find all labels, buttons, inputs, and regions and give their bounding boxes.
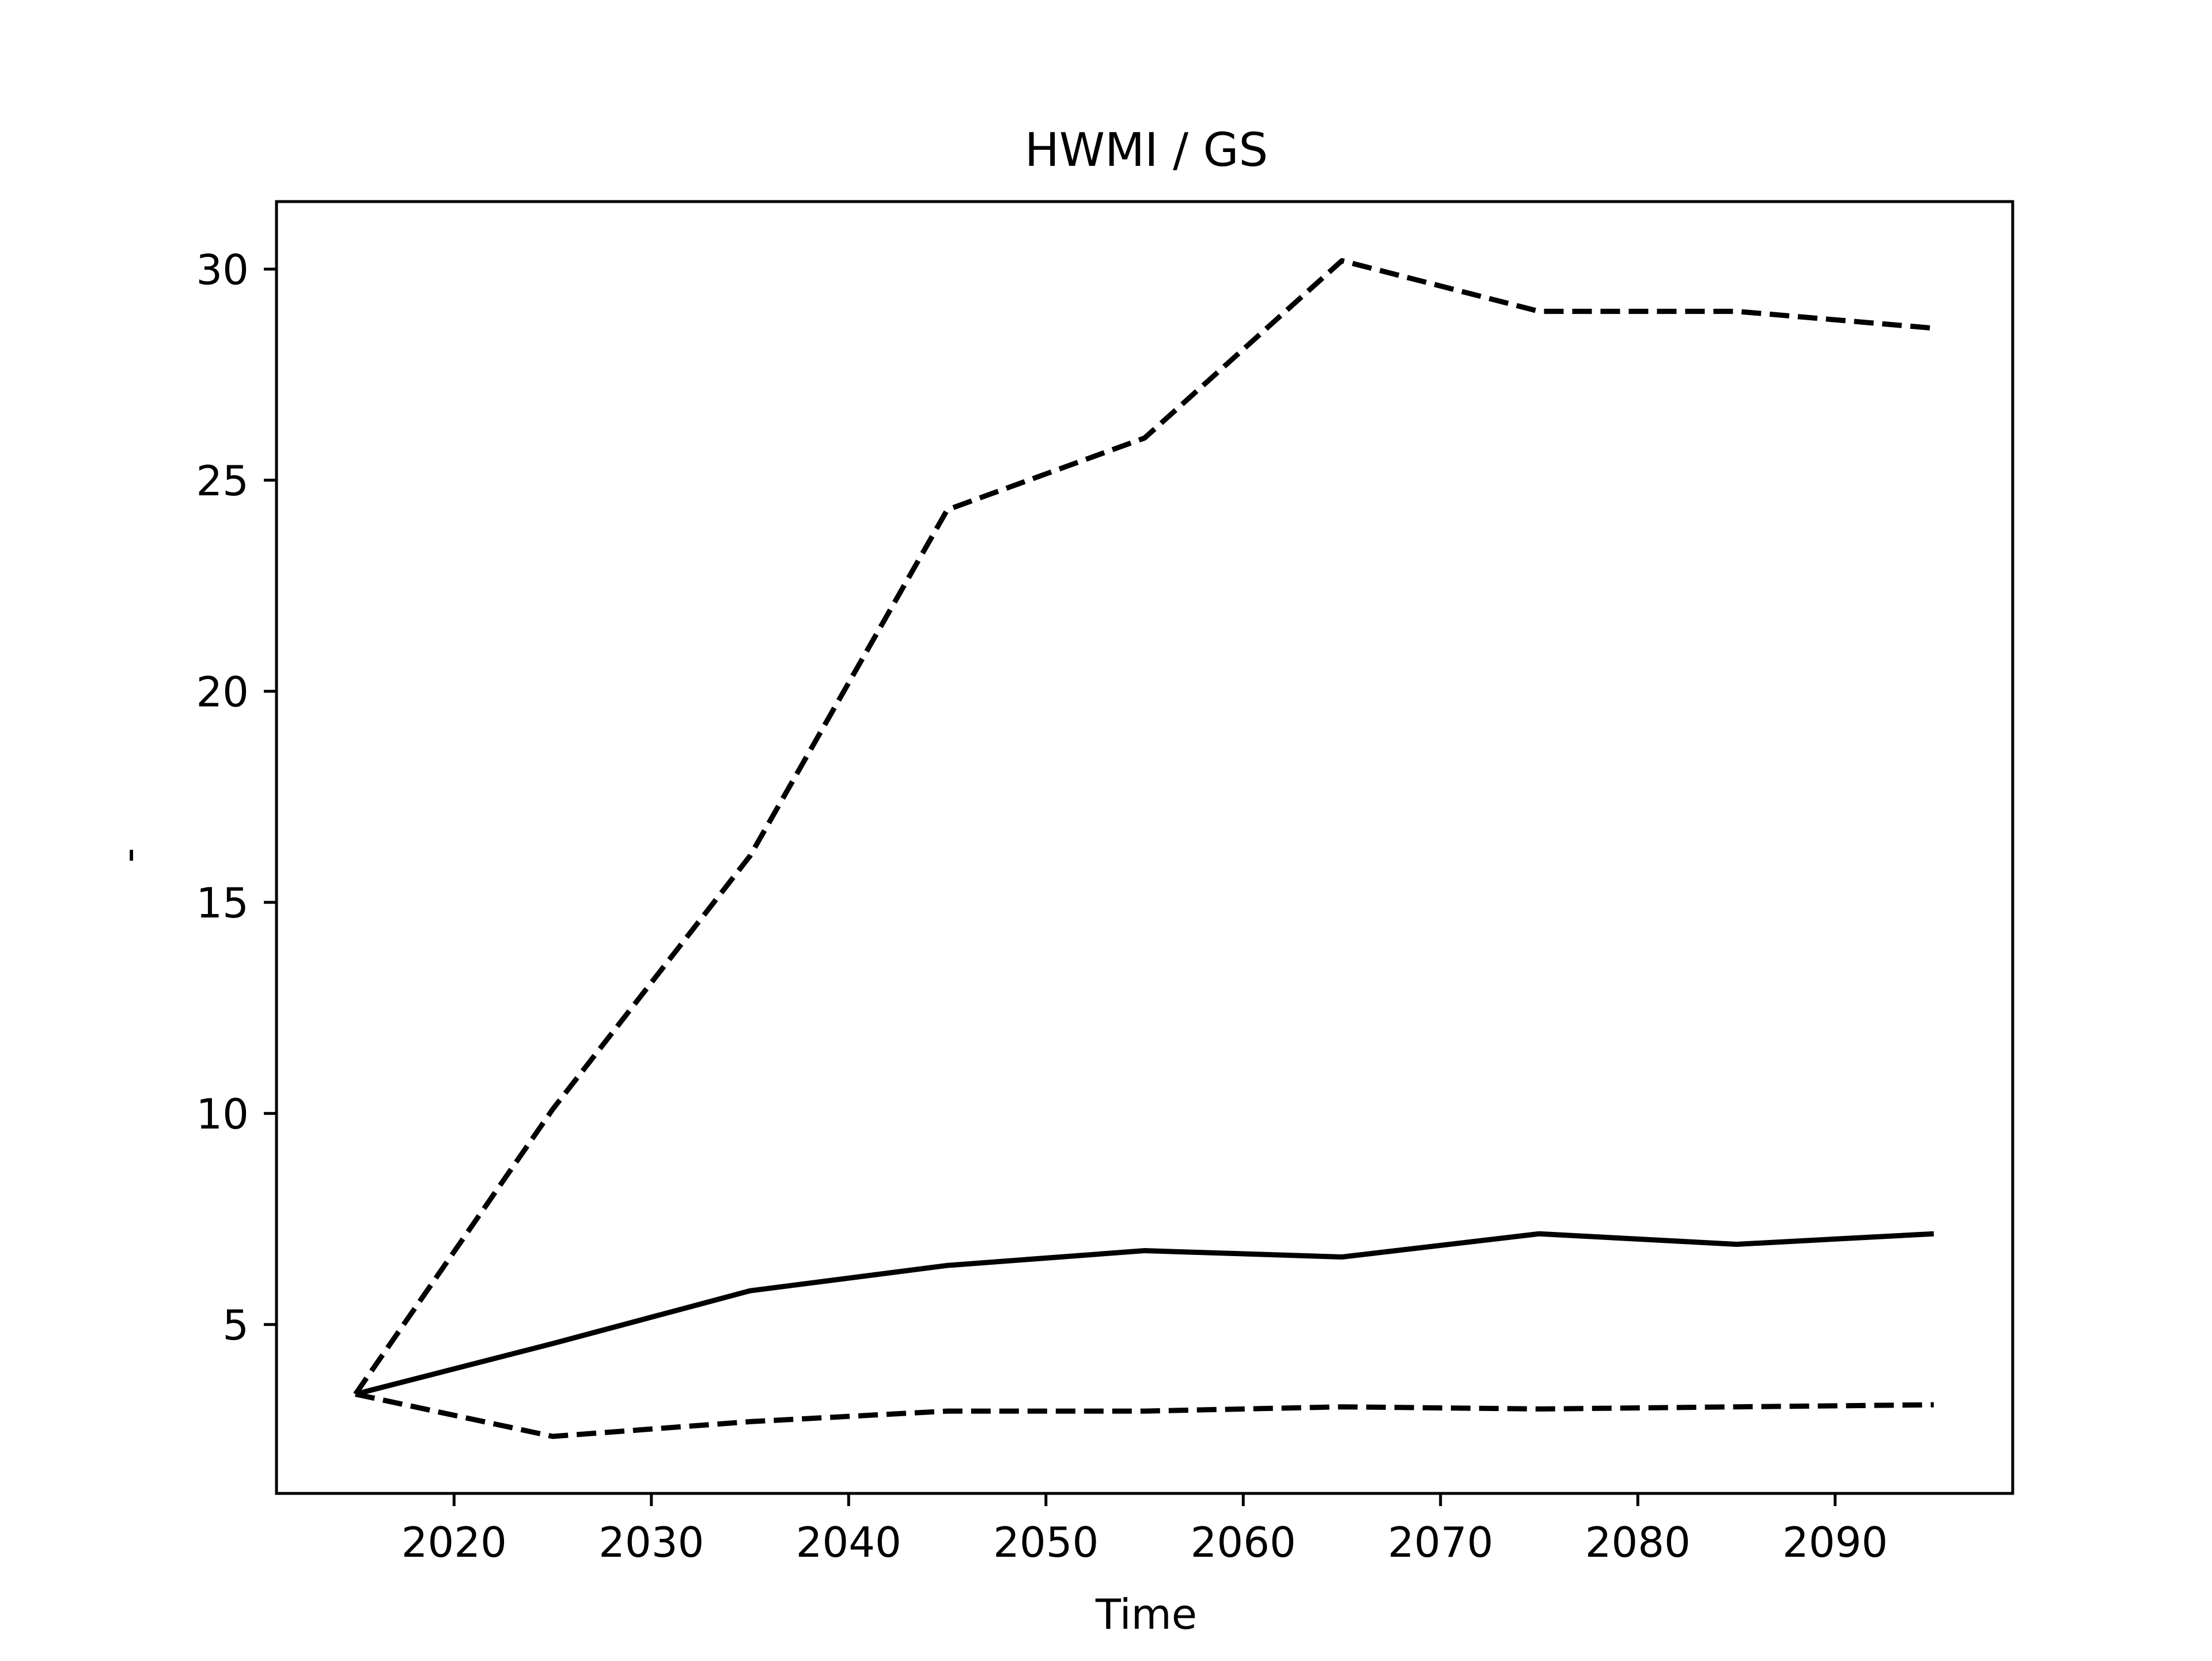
chart-title: HWMI / GS	[1025, 123, 1268, 177]
y-tick-label: 30	[196, 245, 249, 294]
series-line-2	[353, 258, 1934, 1396]
y-axis-label: -	[104, 848, 153, 863]
x-tick-label: 2040	[796, 1518, 902, 1567]
x-axis-label: Time	[1095, 1590, 1197, 1639]
x-tick-label: 2070	[1388, 1518, 1493, 1567]
y-tick-label: 15	[196, 879, 249, 927]
plot-area-frame	[275, 200, 2014, 1495]
x-tick-label: 2030	[599, 1518, 704, 1567]
y-tick-label: 5	[222, 1301, 249, 1349]
y-tick-label: 10	[196, 1090, 249, 1138]
y-tick-label: 25	[196, 457, 249, 505]
series-line-3	[355, 1391, 1934, 1439]
series-lines	[353, 258, 1934, 1439]
x-axis-ticks: 2020 2030 2040 2050 2060 2070 2080 2090	[402, 1493, 1888, 1567]
x-tick-label: 2080	[1585, 1518, 1691, 1567]
x-tick-label: 2060	[1191, 1518, 1296, 1567]
y-tick-label: 20	[196, 668, 249, 716]
series-line-1	[354, 1231, 1934, 1397]
y-axis-ticks: 5 10 15 20 25 30	[196, 245, 276, 1349]
x-tick-label: 2020	[402, 1518, 507, 1567]
x-tick-label: 2090	[1782, 1518, 1888, 1567]
x-tick-label: 2050	[993, 1518, 1099, 1567]
